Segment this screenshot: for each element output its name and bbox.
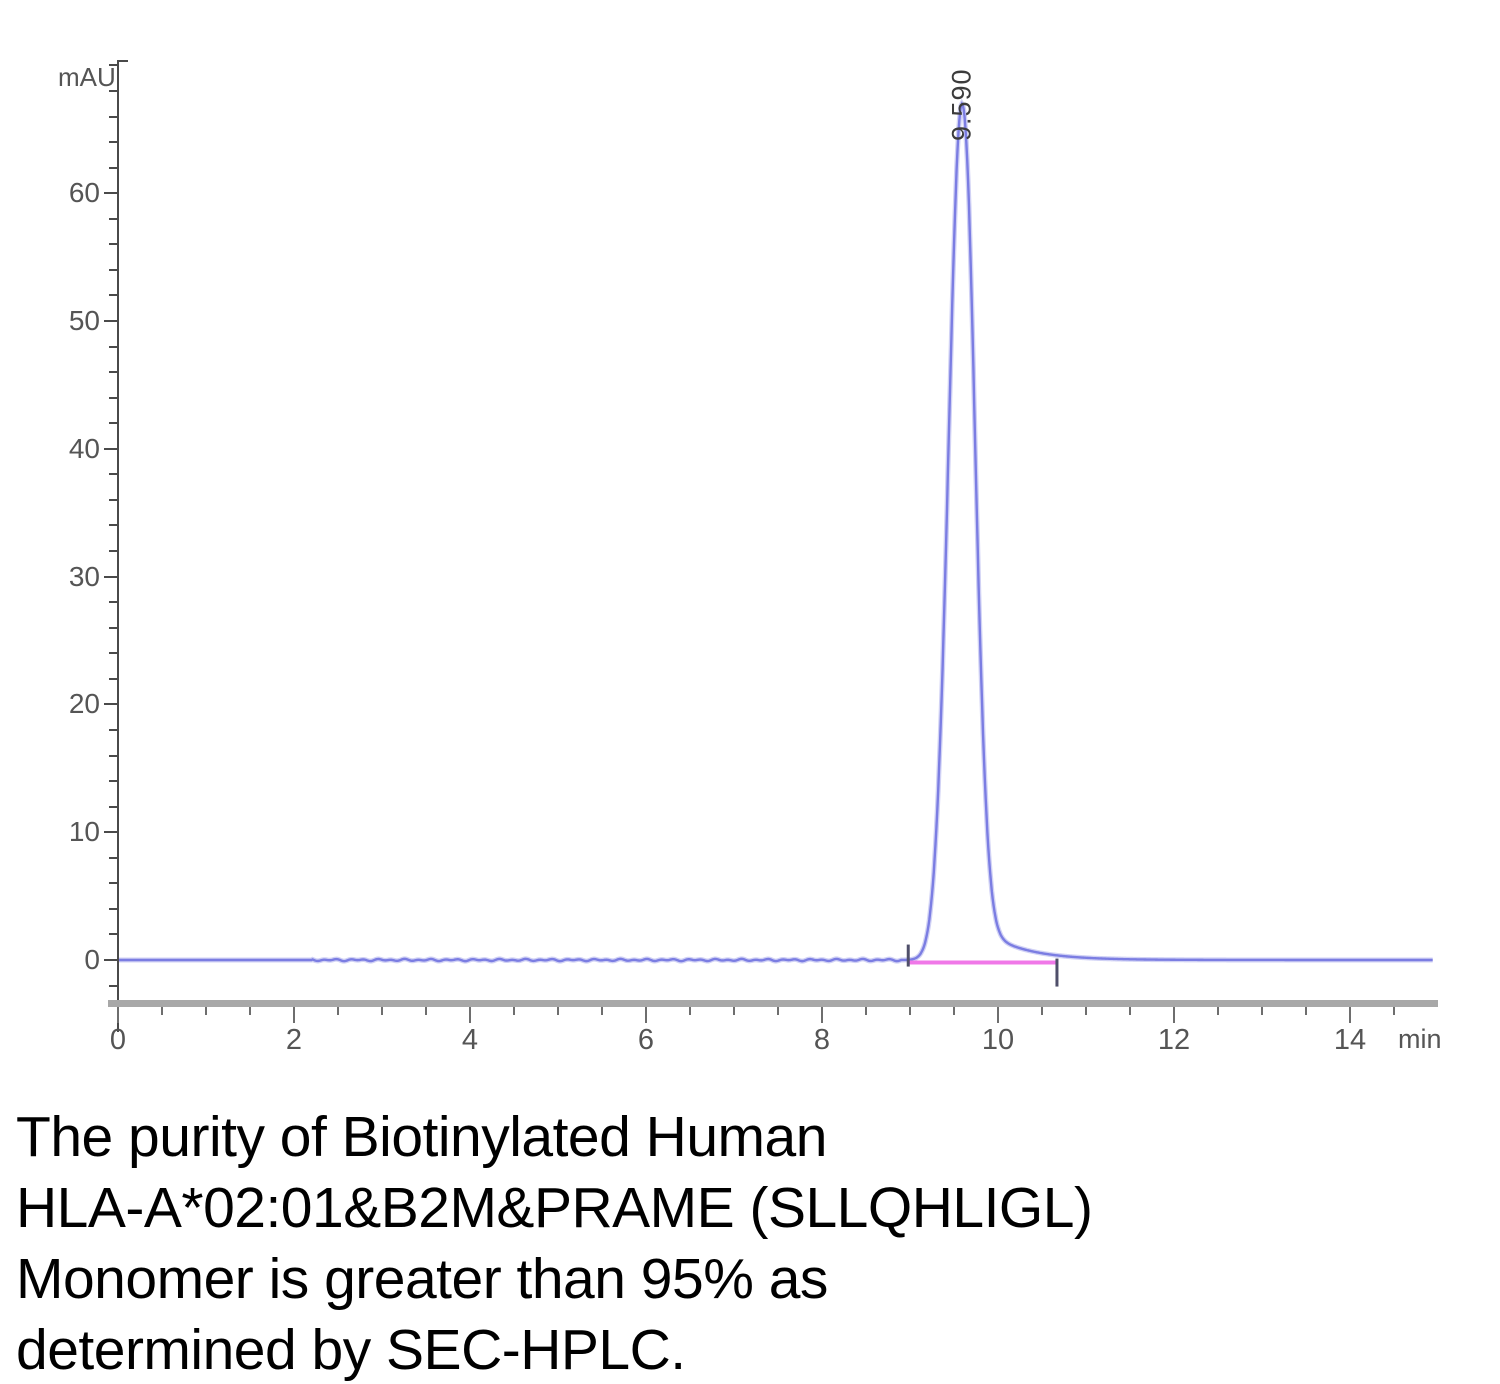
x-axis-minor-tick [777,1007,779,1015]
x-axis-tick-label: 6 [637,1024,655,1056]
y-axis-major-tick [104,959,118,961]
y-axis-major-tick [104,831,118,834]
peak-retention-time-label: 9.590 [946,68,977,141]
x-axis-minor-tick [425,1007,427,1015]
y-axis-minor-tick [109,371,118,374]
y-axis-minor-tick [109,882,118,885]
x-axis-tick-label: 14 [1333,1024,1367,1056]
x-axis-minor-tick [161,1007,163,1015]
y-axis-tick-label: 40 [68,432,100,464]
x-axis-unit-label: min [1398,1024,1442,1054]
y-axis-tick-label: 30 [68,560,100,592]
y-axis-minor-tick [109,677,118,680]
y-axis-top-cap [118,60,128,62]
x-axis-tick-label: 10 [981,1024,1015,1056]
caption-line: Monomer is greater than 95% as [16,1247,828,1311]
y-axis-minor-tick [109,626,118,629]
y-axis-minor-tick [109,652,118,655]
x-axis-minor-tick [1305,1007,1307,1015]
x-axis-line [108,1000,1438,1007]
y-axis-minor-tick [109,550,118,553]
x-axis-tick-label: 0 [109,1024,127,1056]
y-axis-tick-label: 50 [68,305,100,336]
y-axis-minor-tick [109,473,118,476]
y-axis-tick-label: 20 [68,688,100,720]
figure-caption: The purity of Biotinylated Human HLA-A*0… [16,1102,1476,1384]
caption-line: HLA-A*02:01&B2M&PRAME (SLLQHLIGL) [16,1176,1093,1240]
uv-trace [118,101,1433,963]
x-axis-minor-tick [381,1007,383,1015]
x-axis-minor-tick [1041,1007,1043,1015]
x-axis-major-tick [1173,1007,1175,1023]
trace-canvas [118,98,1433,987]
y-axis-minor-tick [109,115,118,118]
caption-line: determined by SEC-HPLC. [16,1318,686,1382]
caption-line: The purity of Biotinylated Human [16,1105,827,1169]
y-axis-minor-tick [109,524,118,527]
x-axis-minor-tick [1393,1007,1395,1015]
x-axis-tick-label: 2 [285,1024,303,1056]
x-axis-minor-tick [1129,1007,1131,1015]
x-axis-major-tick [645,1007,647,1023]
x-axis-minor-tick [513,1007,515,1015]
y-axis-minor-tick [109,294,118,297]
x-axis-tick-label: 8 [813,1024,831,1056]
y-axis-tick-label: 60 [68,177,100,209]
x-axis-minor-tick [337,1007,339,1015]
y-axis-major-tick [104,447,118,450]
y-axis-tick-label: 10 [68,816,100,848]
y-axis-minor-tick [109,396,118,399]
y-axis-minor-tick [109,243,118,246]
y-axis-minor-tick [109,856,118,859]
x-axis-tick-label: 12 [1157,1024,1191,1056]
x-axis-minor-tick [1085,1007,1087,1015]
y-axis-minor-tick [109,217,118,220]
x-axis-major-tick [469,1007,471,1023]
x-axis-major-tick [997,1007,999,1023]
x-axis-minor-tick [601,1007,603,1015]
x-axis-major-tick [821,1007,823,1023]
y-axis-minor-tick [109,933,118,936]
y-axis-line [117,60,119,1032]
y-axis-minor-tick [109,984,118,987]
x-axis-minor-tick [909,1007,911,1015]
y-axis-major-tick [104,320,118,322]
y-axis-minor-tick [109,166,118,169]
x-axis-major-tick [1349,1007,1351,1023]
y-axis-minor-tick [109,601,118,604]
x-axis-major-tick [117,1007,119,1023]
x-axis-minor-tick [205,1007,207,1015]
y-axis-minor-tick [109,89,118,92]
x-axis-minor-tick [865,1007,867,1015]
y-axis-minor-tick [109,498,118,501]
uv-trace-halo [118,98,1433,964]
y-axis-major-tick [104,192,118,195]
y-axis-minor-tick [109,345,118,348]
x-axis-major-tick [293,1007,295,1023]
y-axis-minor-tick [109,268,118,271]
chromatogram-plot: 0 10 20 30 40 50 60 0 2 4 6 8 10 12 14 mAU min 9.590 [58,60,1442,1056]
y-axis-major-tick [104,575,118,578]
x-axis-minor-tick [733,1007,735,1015]
x-axis-minor-tick [557,1007,559,1015]
x-axis-minor-tick [249,1007,251,1015]
y-axis-minor-tick [109,141,118,144]
x-axis-tick-label: 4 [461,1024,479,1056]
y-axis-minor-tick [109,728,118,731]
y-axis-minor-tick [109,780,118,783]
y-axis-unit-label: mAU [58,62,116,92]
x-axis-minor-tick [1217,1007,1219,1015]
y-axis-major-tick [104,703,118,706]
y-axis-minor-tick [109,805,118,808]
x-axis-minor-tick [689,1007,691,1015]
y-axis-minor-tick [109,422,118,425]
y-axis-minor-tick [109,754,118,757]
x-axis-minor-tick [953,1007,955,1015]
y-axis-minor-tick [109,64,118,67]
y-axis-tick-label: 0 [84,944,100,975]
x-axis-minor-tick [1261,1007,1263,1015]
y-axis-minor-tick [109,907,118,910]
